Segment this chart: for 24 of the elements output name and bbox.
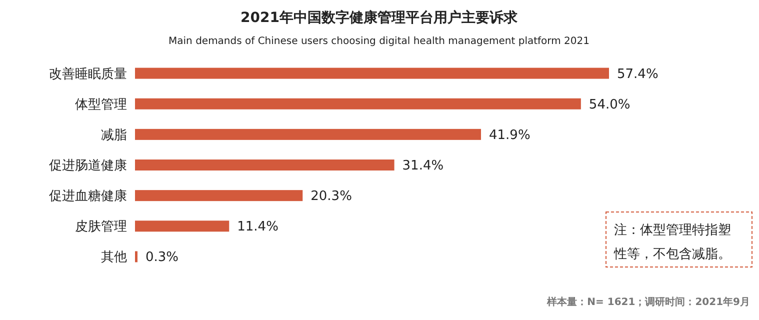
- data-label: 57.4%: [617, 66, 658, 82]
- y-tick-label: 其他: [101, 250, 127, 266]
- bar: [135, 160, 394, 170]
- data-label: 54.0%: [588, 97, 630, 112]
- y-tick-label: 皮肤管理: [75, 220, 127, 235]
- data-label: 41.9%: [489, 128, 530, 143]
- chart-title: 2021年中国数字健康管理平台用户主要诉求: [240, 9, 518, 26]
- data-label: 0.3%: [145, 250, 179, 266]
- bar: [135, 190, 303, 202]
- text: 注：体型管理特指塑性等，不包含减脂。: [613, 222, 731, 262]
- chart-subtitle: Main demands of Chinese users choosing digital health management platform 2021: [168, 36, 590, 47]
- y-tick-label: 减脂: [101, 128, 127, 143]
- text: 样本量：N= 1621；调研时间：2021年9月: [546, 296, 750, 308]
- y-tick-label: 促进肠道健康: [49, 158, 127, 174]
- bar: [135, 128, 482, 140]
- bar: [135, 98, 581, 110]
- data-label: 31.4%: [402, 158, 444, 174]
- y-tick-label: 改善睡眠质量: [49, 66, 127, 82]
- bar: [135, 220, 230, 232]
- data-label: 20.3%: [310, 189, 352, 204]
- y-tick-label: 促进血糖健康: [49, 189, 127, 204]
- y-tick-label: 体型管理: [75, 97, 127, 112]
- bar: [135, 68, 609, 79]
- data-label: 11.4%: [237, 220, 278, 235]
